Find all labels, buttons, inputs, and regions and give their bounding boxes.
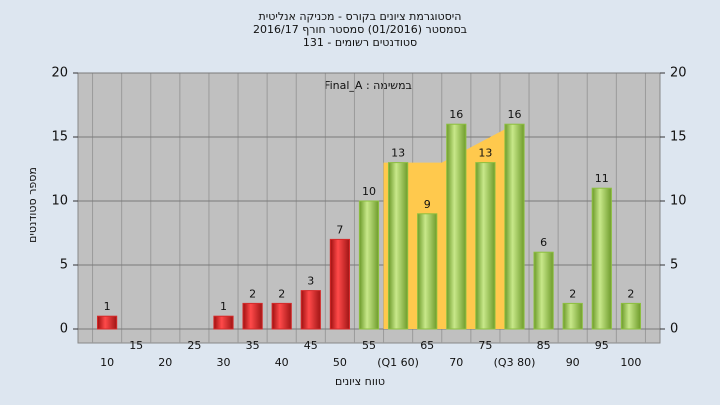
bar bbox=[446, 123, 467, 330]
x-tick-label: (Q1 60) bbox=[377, 356, 419, 369]
x-tick-label: 20 bbox=[158, 356, 172, 369]
y-tick-label: 20 bbox=[51, 66, 68, 81]
y2-tick-label: 5 bbox=[670, 258, 678, 273]
y-tick-label: 5 bbox=[60, 258, 68, 273]
y2-tick-label: 10 bbox=[670, 194, 687, 209]
bar bbox=[358, 200, 380, 330]
chart-subtitle: סטודנטים רשומים - 131 bbox=[303, 36, 417, 49]
data-label: 1 bbox=[104, 300, 111, 313]
x-tick-label: 25 bbox=[187, 339, 201, 352]
data-label: 13 bbox=[391, 147, 405, 160]
x-tick-label: 30 bbox=[217, 356, 231, 369]
bar bbox=[329, 238, 351, 330]
x-tick-label: 65 bbox=[420, 339, 434, 352]
bar bbox=[562, 302, 583, 330]
bar bbox=[504, 123, 525, 330]
x-tick-label: 85 bbox=[537, 339, 551, 352]
x-tick-label: 55 bbox=[362, 339, 376, 352]
bar bbox=[271, 302, 292, 330]
bar bbox=[620, 302, 642, 330]
annotation: במשימה : Final_A bbox=[324, 79, 412, 92]
x-tick-label: 10 bbox=[100, 356, 114, 369]
x-axis-label: טווח ציונים bbox=[335, 375, 385, 388]
data-label: 1 bbox=[220, 300, 227, 313]
bar bbox=[213, 315, 234, 330]
data-label: 6 bbox=[540, 236, 547, 249]
data-label: 7 bbox=[336, 223, 343, 236]
x-tick-label: 70 bbox=[449, 356, 463, 369]
data-label: 2 bbox=[569, 287, 576, 300]
chart-title: היסטוגרמת ציונים בקורס - מכניקה אנליטית bbox=[259, 10, 462, 23]
x-tick-label: 50 bbox=[333, 356, 347, 369]
y-tick-label: 15 bbox=[51, 130, 68, 145]
x-tick-label: 90 bbox=[566, 356, 580, 369]
data-label: 10 bbox=[362, 185, 376, 198]
y2-tick-label: 20 bbox=[670, 66, 687, 81]
data-label: 2 bbox=[249, 287, 256, 300]
bar bbox=[242, 302, 263, 330]
data-label: 11 bbox=[595, 172, 609, 185]
x-tick-label: 15 bbox=[129, 339, 143, 352]
bar bbox=[533, 251, 554, 330]
x-tick-label: 95 bbox=[595, 339, 609, 352]
y-tick-label: 10 bbox=[51, 194, 68, 209]
y-tick-label: 0 bbox=[60, 322, 68, 337]
x-tick-label: 35 bbox=[246, 339, 260, 352]
bar bbox=[591, 187, 612, 330]
bar bbox=[96, 315, 118, 330]
chart-subtitle: בסמסטר (01/2016) סמסטר חורף 2016/17 bbox=[253, 23, 467, 36]
data-label: 13 bbox=[478, 147, 492, 160]
data-label: 16 bbox=[508, 108, 522, 121]
x-tick-label: 45 bbox=[304, 339, 318, 352]
bar bbox=[387, 162, 409, 330]
bar bbox=[475, 162, 496, 330]
y-axis-label: מספר סטודנטים bbox=[26, 167, 39, 243]
x-tick-label: 40 bbox=[275, 356, 289, 369]
bar bbox=[417, 213, 438, 330]
data-label: 9 bbox=[424, 198, 431, 211]
x-tick-label: 75 bbox=[478, 339, 492, 352]
data-label: 16 bbox=[449, 108, 463, 121]
y2-tick-label: 0 bbox=[670, 322, 678, 337]
bar bbox=[300, 290, 321, 330]
data-label: 2 bbox=[278, 287, 285, 300]
x-tick-label: 100 bbox=[620, 356, 641, 369]
x-tick-label: (Q3 80) bbox=[494, 356, 536, 369]
data-label: 2 bbox=[627, 287, 634, 300]
data-label: 3 bbox=[307, 275, 314, 288]
y2-tick-label: 15 bbox=[670, 130, 687, 145]
